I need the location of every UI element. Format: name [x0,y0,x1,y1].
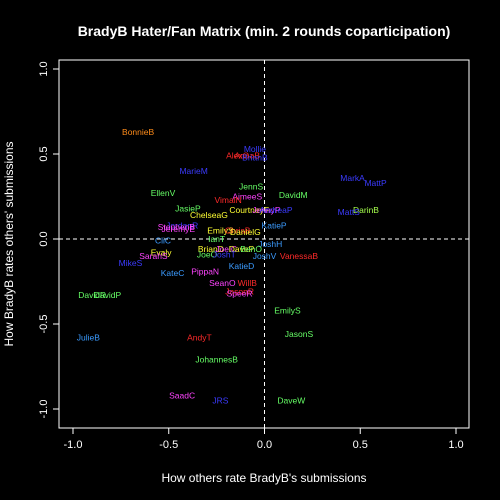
point-label: DanielG [230,227,261,237]
point-label: DavidR [78,290,106,300]
point-label: SaadC [169,390,195,400]
point-label: PippaN [191,266,219,276]
point-label: JulieB [77,333,100,343]
point-label: CourtneyF [229,205,269,215]
point-label: ChelseaG [190,210,228,220]
point-label: VanessaB [280,251,318,261]
point-label: JasonS [285,329,314,339]
y-tick-label: -1.0 [38,400,50,419]
point-label: SarahS [139,251,168,261]
y-axis: -1.0 -0.5 0.0 0.5 1.0 [38,61,60,419]
x-tick-label: 0.5 [353,439,368,451]
point-label: BonnieB [122,127,154,137]
chart-title: BradyB Hater/Fan Matrix (min. 2 rounds c… [78,23,451,39]
point-label: JordanR [166,220,198,230]
point-label: MarkA [340,173,365,183]
point-label: AndreaP [259,205,292,215]
point-label: JoshH [258,239,282,249]
point-label: JRS [212,396,228,406]
point-label: DaveP [229,244,255,254]
point-label: JoshV [253,251,277,261]
point-label: DarinB [353,205,379,215]
point-label: KatieD [229,261,255,271]
point-label: BenO [240,244,262,254]
point-label: ChrisB [225,226,251,236]
y-tick-label: 0.0 [38,231,50,246]
point-label: MattP [364,178,387,188]
point-label: EllenV [151,188,176,198]
point-label: JeremyE [162,224,196,234]
x-axis: -1.0 -0.5 0.0 0.5 1.0 [64,427,464,451]
point-label: DavidP [94,290,122,300]
point-label: StephenB [158,222,196,232]
point-label: Evaly [151,248,173,258]
x-tick-label: -1.0 [64,439,83,451]
point-label: EmilyS [207,226,234,236]
point-label: AnnaB [234,151,260,161]
point-label: KateC [161,268,185,278]
point-label: Mollie [244,144,266,154]
point-label: AlexG [226,151,249,161]
point-label: SeanO [209,278,236,288]
point-label: JoelC [215,244,237,254]
point-label: KatieP [262,220,287,230]
point-label: AimeeS [232,192,262,202]
point-label: DaveW [277,396,305,406]
point-label: DavidM [279,190,308,200]
point-label: SpeeR [227,288,253,298]
point-label: JasieP [175,203,201,213]
point-label: IanT [208,234,225,244]
point-label: CliC [155,236,171,246]
point-label: MarieM [179,166,207,176]
reference-lines [59,60,469,428]
x-tick-label: 1.0 [448,439,463,451]
point-label: BrianB [242,152,268,162]
x-tick-label: 0.0 [257,439,272,451]
point-label: JennS [239,181,263,191]
point-label: JohannesB [195,355,238,365]
point-label: EmilyS [274,305,301,315]
y-tick-label: 0.5 [38,146,50,161]
point-label: WillB [238,278,258,288]
point-label: AndyT [187,333,212,343]
y-tick-label: 1.0 [38,61,50,76]
point-label: JoshT [213,249,236,259]
point-label: JoeO [197,249,218,259]
y-tick-label: -0.5 [38,315,50,334]
x-axis-label: How others rate BradyB's submissions [161,471,366,485]
point-label: JennyP [252,205,281,215]
point-label: BrianD [198,244,224,254]
point-label: JasonR [225,287,254,297]
point-label: MikeS [119,258,143,268]
point-label: VimalN [214,195,241,205]
x-tick-label: -0.5 [159,439,178,451]
point-label: MattS [338,207,361,217]
y-axis-label: How BradyB rates others' submissions [2,141,16,346]
